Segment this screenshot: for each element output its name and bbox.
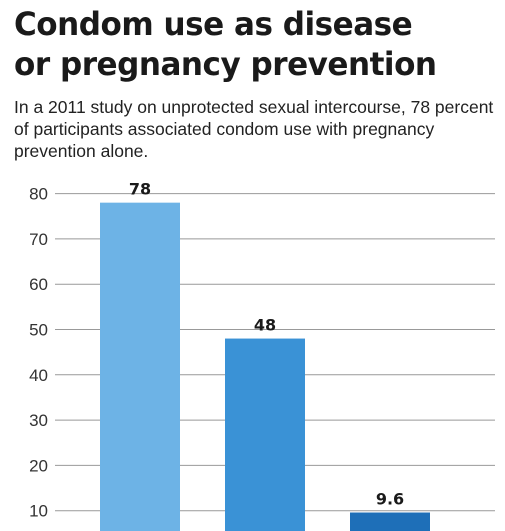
- y-tick-label: 10: [29, 502, 48, 521]
- chart-subtitle: In a 2011 study on unprotected sexual in…: [14, 97, 494, 161]
- bar-value-label: 9.6: [376, 490, 404, 509]
- chart-title-line-2: or pregnancy prevention: [14, 45, 437, 83]
- y-tick-label: 60: [29, 275, 48, 294]
- y-tick-label: 80: [29, 185, 48, 204]
- chart-title-line-1: Condom use as disease: [14, 5, 413, 43]
- bar-value-label: 78: [129, 180, 151, 199]
- bar-chart: 10 20 30 40 50 60 70 80 78 48 9.6: [29, 180, 495, 531]
- bar: [350, 512, 430, 531]
- y-tick-label: 70: [29, 230, 48, 249]
- y-tick-label: 30: [29, 411, 48, 430]
- bar: [225, 338, 305, 531]
- y-tick-label: 20: [29, 456, 48, 475]
- y-tick-label: 50: [29, 321, 48, 340]
- bar-value-label: 48: [254, 316, 276, 335]
- chart-title: Condom use as disease or pregnancy preve…: [14, 4, 480, 84]
- y-tick-label: 40: [29, 366, 48, 385]
- bar: [100, 202, 180, 531]
